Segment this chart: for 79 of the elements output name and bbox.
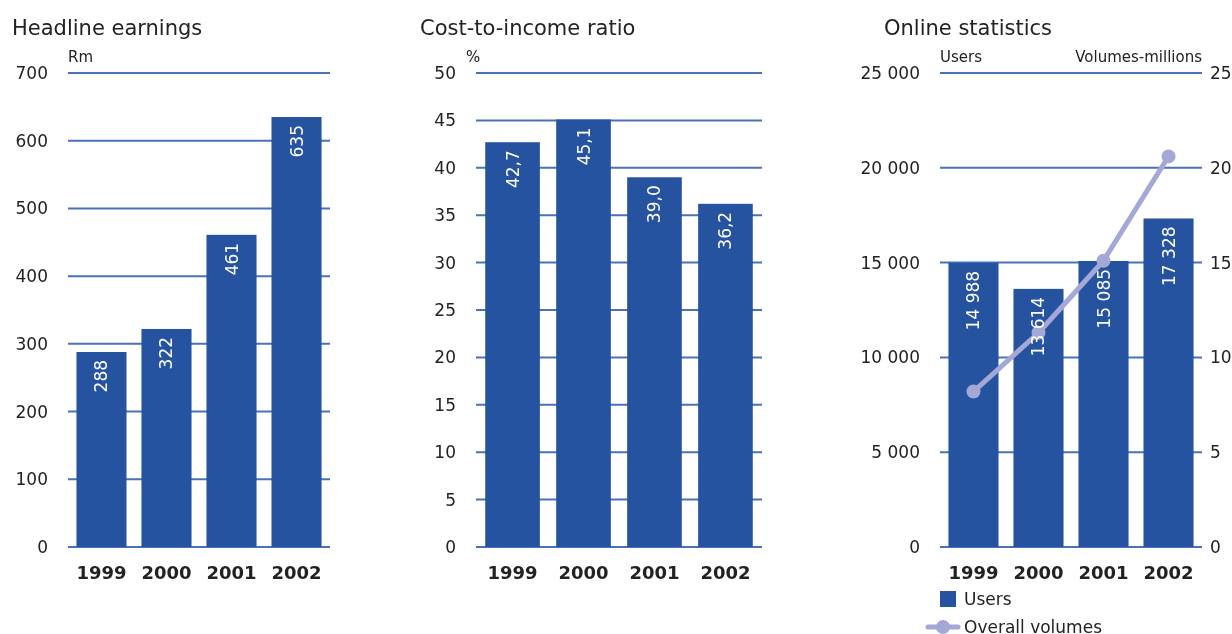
x-tick-label: 2002: [271, 562, 322, 583]
y-tick-label: 15: [434, 394, 456, 415]
x-tick-label: 2001: [1078, 562, 1129, 583]
bar: [627, 177, 682, 547]
legend-label: Users: [964, 589, 1012, 609]
legend-label: Overall volumes: [964, 617, 1103, 634]
data-label: 13 614: [1028, 296, 1049, 357]
y-tick-label: 0: [37, 537, 48, 557]
point: [966, 384, 981, 399]
x-tick-label: 1999: [76, 562, 127, 583]
y-tick-label: 700: [15, 63, 48, 83]
bar: [141, 328, 192, 547]
x-tick-label: 2001: [629, 562, 680, 583]
chart-title: Online statistics: [884, 16, 1053, 40]
y-tick-label: 600: [15, 130, 48, 151]
y2-tick-label: 15: [1210, 252, 1232, 273]
bar: [76, 351, 127, 547]
y2-tick-label: 0: [1210, 537, 1221, 557]
y-tick-label: 10: [434, 442, 456, 463]
y-tick-label: 100: [15, 469, 48, 490]
y-axis-title: Users: [940, 48, 983, 66]
x-tick-label: 2000: [141, 562, 192, 583]
bar: [1013, 288, 1064, 547]
x-tick-label: 2000: [558, 562, 609, 583]
y-tick-label: 0: [909, 537, 920, 557]
y-tick-label: 200: [15, 401, 48, 422]
y-tick-label: 20 000: [860, 157, 920, 178]
y2-tick-label: 10: [1210, 347, 1232, 368]
bar: [206, 234, 257, 547]
point: [1161, 149, 1176, 164]
y2-axis-title: Volumes-millions: [1075, 48, 1203, 66]
y-tick-label: 300: [15, 333, 48, 354]
bar: [1143, 218, 1194, 547]
y-tick-label: 50: [434, 63, 456, 83]
x-tick-label: 2002: [1143, 562, 1194, 583]
y-tick-label: 30: [434, 252, 456, 273]
y-tick-label: 15 000: [860, 252, 920, 273]
chart-title: Headline earnings: [12, 16, 203, 40]
data-label: 14 988: [963, 270, 984, 331]
data-label: 288: [91, 359, 112, 393]
bar: [1078, 260, 1129, 547]
y-tick-label: 35: [434, 205, 456, 226]
y-tick-label: 20: [434, 347, 456, 368]
y-tick-label: 45: [434, 110, 456, 131]
bar: [485, 142, 540, 547]
y2-tick-label: 25: [1210, 63, 1232, 83]
y-tick-label: 25 000: [860, 63, 920, 83]
x-tick-label: 2002: [700, 562, 751, 583]
data-label: 36,2: [715, 211, 736, 250]
y-axis-title: %: [466, 48, 481, 66]
y-tick-label: 25: [434, 300, 456, 320]
data-label: 17 328: [1158, 226, 1179, 286]
x-tick-label: 1999: [948, 562, 999, 583]
bar: [948, 262, 999, 547]
data-label: 635: [286, 125, 307, 158]
y-tick-label: 0: [445, 537, 456, 557]
y-tick-label: 5 000: [871, 442, 920, 463]
data-label: 15 085: [1093, 268, 1114, 329]
chart-title: Cost-to-income ratio: [420, 16, 636, 40]
data-label: 39,0: [644, 185, 665, 224]
bar: [271, 117, 322, 547]
data-label: 45,1: [573, 127, 594, 166]
bar: [698, 203, 753, 547]
bar: [556, 119, 611, 547]
y-tick-label: 10 000: [860, 347, 920, 368]
data-label: 322: [156, 336, 177, 370]
x-tick-label: 2001: [206, 562, 257, 583]
x-tick-label: 1999: [487, 562, 538, 583]
y2-tick-label: 20: [1210, 157, 1232, 178]
data-label: 42,7: [502, 150, 523, 189]
y-tick-label: 500: [15, 198, 48, 219]
y-tick-label: 400: [15, 266, 48, 287]
y2-tick-label: 5: [1210, 442, 1221, 463]
data-label: 461: [221, 242, 242, 276]
point: [1096, 253, 1111, 268]
y-axis-title: Rm: [68, 48, 94, 66]
y-tick-label: 5: [445, 489, 456, 510]
x-tick-label: 2000: [1013, 562, 1064, 583]
y-tick-label: 40: [434, 157, 456, 178]
